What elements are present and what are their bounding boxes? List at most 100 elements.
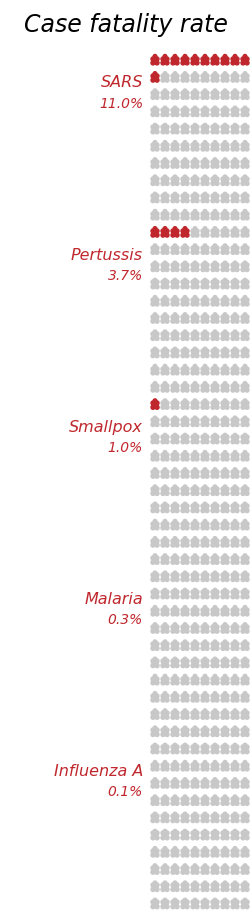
Circle shape <box>182 537 186 540</box>
Circle shape <box>222 72 226 75</box>
Circle shape <box>212 657 216 661</box>
Circle shape <box>242 485 246 488</box>
Circle shape <box>202 106 206 110</box>
Circle shape <box>212 141 216 144</box>
Circle shape <box>182 554 186 558</box>
Circle shape <box>232 640 236 644</box>
Circle shape <box>193 519 196 523</box>
Circle shape <box>222 296 226 299</box>
Circle shape <box>173 226 176 230</box>
Circle shape <box>153 382 156 385</box>
Circle shape <box>202 89 206 92</box>
Circle shape <box>242 554 246 558</box>
Circle shape <box>242 209 246 213</box>
Circle shape <box>222 743 226 747</box>
Circle shape <box>153 761 156 764</box>
Circle shape <box>242 502 246 506</box>
Circle shape <box>242 572 246 574</box>
Circle shape <box>212 485 216 488</box>
Circle shape <box>222 572 226 574</box>
Circle shape <box>163 640 166 644</box>
Circle shape <box>173 296 176 299</box>
Circle shape <box>212 467 216 471</box>
Circle shape <box>153 450 156 454</box>
Circle shape <box>153 434 156 437</box>
Circle shape <box>242 588 246 592</box>
Circle shape <box>173 209 176 213</box>
Circle shape <box>193 726 196 729</box>
Circle shape <box>193 55 196 58</box>
Text: 11.0%: 11.0% <box>99 97 142 110</box>
Circle shape <box>153 106 156 110</box>
Circle shape <box>212 261 216 265</box>
Circle shape <box>163 193 166 196</box>
Circle shape <box>193 829 196 833</box>
Circle shape <box>163 519 166 523</box>
Circle shape <box>193 743 196 747</box>
Circle shape <box>212 623 216 626</box>
Circle shape <box>173 416 176 420</box>
Circle shape <box>232 898 236 902</box>
Circle shape <box>182 296 186 299</box>
Circle shape <box>163 726 166 729</box>
Circle shape <box>153 502 156 506</box>
Circle shape <box>222 881 226 885</box>
Circle shape <box>212 434 216 437</box>
Circle shape <box>163 399 166 403</box>
Circle shape <box>182 261 186 265</box>
Circle shape <box>222 193 226 196</box>
Circle shape <box>193 347 196 351</box>
Circle shape <box>182 588 186 592</box>
Circle shape <box>232 416 236 420</box>
Circle shape <box>222 675 226 678</box>
Circle shape <box>202 795 206 799</box>
Circle shape <box>193 399 196 403</box>
Circle shape <box>193 209 196 213</box>
Circle shape <box>193 72 196 75</box>
Circle shape <box>182 364 186 368</box>
Circle shape <box>232 450 236 454</box>
Circle shape <box>242 537 246 540</box>
Circle shape <box>202 708 206 712</box>
Circle shape <box>173 537 176 540</box>
Circle shape <box>193 330 196 333</box>
Circle shape <box>222 605 226 609</box>
Circle shape <box>232 502 236 506</box>
Circle shape <box>193 813 196 816</box>
Circle shape <box>242 813 246 816</box>
Circle shape <box>242 519 246 523</box>
Circle shape <box>202 226 206 230</box>
Circle shape <box>193 795 196 799</box>
Circle shape <box>212 364 216 368</box>
Circle shape <box>153 261 156 265</box>
Circle shape <box>193 605 196 609</box>
Circle shape <box>153 485 156 488</box>
Circle shape <box>193 572 196 574</box>
Circle shape <box>212 330 216 333</box>
Circle shape <box>153 537 156 540</box>
Circle shape <box>212 813 216 816</box>
Circle shape <box>193 675 196 678</box>
Circle shape <box>163 675 166 678</box>
Circle shape <box>182 675 186 678</box>
Circle shape <box>202 364 206 368</box>
Circle shape <box>173 623 176 626</box>
Circle shape <box>163 537 166 540</box>
Circle shape <box>182 692 186 695</box>
Circle shape <box>222 244 226 247</box>
Circle shape <box>173 588 176 592</box>
Circle shape <box>193 364 196 368</box>
Circle shape <box>193 846 196 850</box>
Circle shape <box>242 141 246 144</box>
Circle shape <box>232 72 236 75</box>
Circle shape <box>242 399 246 403</box>
Circle shape <box>232 605 236 609</box>
Circle shape <box>163 795 166 799</box>
Circle shape <box>222 813 226 816</box>
Circle shape <box>153 226 156 230</box>
Circle shape <box>173 502 176 506</box>
Circle shape <box>163 605 166 609</box>
Circle shape <box>163 72 166 75</box>
Circle shape <box>242 467 246 471</box>
Circle shape <box>202 175 206 179</box>
